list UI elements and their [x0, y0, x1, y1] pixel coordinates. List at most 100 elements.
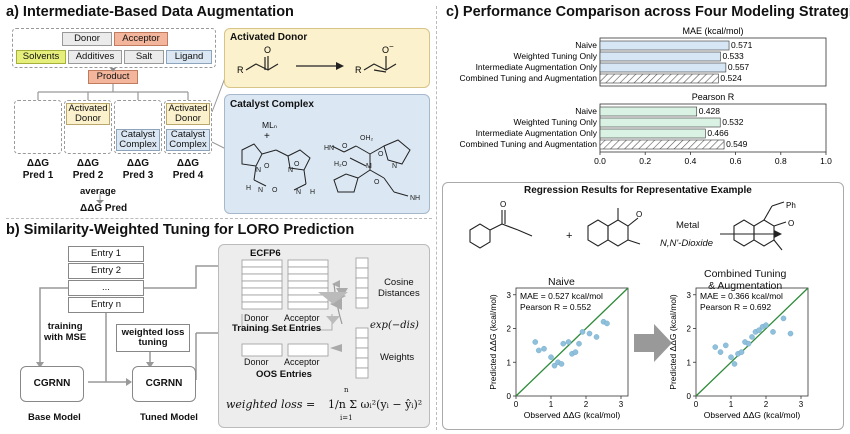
regression-reaction-scheme: O O Ph O — [469, 200, 796, 251]
additives-box: Additives — [68, 50, 122, 64]
svg-text:−: − — [389, 42, 394, 51]
bar-value-label-1-0: 0.428 — [699, 106, 721, 116]
metal-label: MLₙ — [262, 120, 278, 130]
bar-1-2 — [599, 128, 706, 139]
scatter-point-0-8 — [565, 339, 572, 345]
training-label: training with MSE — [44, 321, 87, 343]
scatter-point-0-4 — [551, 362, 558, 369]
svg-text:H: H — [310, 189, 315, 196]
plot-title-combined: Combined Tuning & Augmentation — [704, 268, 787, 293]
ecfp-acceptor-2: Acceptor — [284, 357, 320, 367]
scatter-point-0-0 — [532, 339, 539, 345]
weights-label: Weights — [380, 352, 415, 363]
scatter-point-0-11 — [576, 340, 582, 347]
scatter-point-0-16 — [604, 320, 610, 327]
activated-donor-title: Activated Donor — [230, 32, 308, 43]
scatter-point-1-6 — [738, 349, 745, 355]
average-label: average — [80, 186, 116, 197]
scatter-point-1-3 — [728, 354, 734, 360]
scatter-point-0-6 — [558, 361, 565, 367]
scatter-ytick-label-0-2: 2 — [507, 325, 512, 334]
average-pred: ΔΔG Pred — [80, 203, 128, 214]
weighted-loss-formula-rhs: 1/n Σ ωᵢ²(yᵢ − ŷᵢ)² — [328, 398, 423, 411]
entry-1: Entry 1 — [68, 246, 144, 262]
comparison-arrow — [634, 324, 672, 362]
bar-xtick-label-5: 1.0 — [820, 156, 832, 166]
activated-donor-panel — [224, 28, 430, 88]
scatter-ytick-label-1-2: 2 — [687, 325, 692, 334]
activated-donor-box-4: Activated Donor — [166, 103, 210, 125]
svg-text:N: N — [258, 187, 263, 194]
bar-xtick-label-3: 0.6 — [730, 156, 742, 166]
activated-donor-box-2: Activated Donor — [66, 103, 110, 125]
svg-text:O: O — [500, 200, 506, 209]
scatter-xtick-label-1-0: 0 — [694, 400, 699, 409]
bar-chart-title-0: MAE (kcal/mol) — [682, 26, 743, 36]
svg-text:O: O — [378, 151, 384, 158]
scatter-ytick-label-0-3: 3 — [507, 291, 512, 300]
scatter-point-0-10 — [572, 349, 579, 355]
training-set-entries-label: Training Set Entries — [232, 323, 322, 334]
catalyst-complex-panel — [224, 94, 430, 214]
catalyst-complex-box-4: Catalyst Complex — [166, 129, 210, 151]
scatter-xtick-label-1-2: 2 — [764, 400, 769, 409]
scatter-point-1-11 — [756, 327, 762, 333]
column-2-group — [64, 100, 112, 154]
pred-4: ΔΔG Pred 4 — [172, 158, 204, 181]
salt-box: Salt — [124, 50, 164, 64]
scatter-xtick-label-0-2: 2 — [584, 400, 589, 409]
bar-value-label-1-1: 0.532 — [722, 117, 744, 127]
svg-text:R: R — [355, 65, 362, 75]
horizontal-divider — [6, 218, 432, 219]
sum-upper: n — [344, 386, 349, 394]
bar-0-0 — [599, 40, 730, 51]
cosine-distances-label: Cosine Distances — [378, 277, 420, 299]
panel-b-title: b) Similarity-Weighted Tuning for LORO P… — [6, 222, 355, 238]
svg-text:M: M — [366, 163, 372, 170]
entry-n: Entry n — [68, 297, 144, 313]
svg-text:O: O — [382, 45, 389, 55]
panel-a-tree-lines — [37, 68, 229, 204]
reaction-plus: + — [566, 230, 573, 242]
svg-text:O: O — [264, 45, 271, 55]
scatter-point-1-13 — [763, 322, 769, 328]
svg-text:O: O — [342, 143, 348, 150]
scatter-point-0-1 — [535, 347, 542, 354]
svg-text:O: O — [264, 163, 270, 170]
svg-text:R: R — [237, 65, 244, 75]
pred-2: ΔΔG Pred 2 — [72, 158, 104, 181]
bar-0-3 — [599, 73, 719, 84]
svg-text:O: O — [374, 179, 380, 186]
bar-category-label-1-0: Naive — [575, 106, 597, 116]
bar-category-label-0-2: Intermediate Augmentation Only — [476, 62, 598, 72]
scatter-point-1-0 — [712, 344, 719, 350]
bar-category-label-1-3: Combined Tuning and Augmentation — [459, 139, 597, 149]
activated-donor-structure: O R O − R — [237, 42, 397, 75]
weighted-loss-label: weighted loss tuning — [116, 324, 190, 352]
svg-text:O: O — [272, 187, 278, 194]
scatter-xtick-label-1-3: 3 — [799, 400, 804, 409]
bar-category-label-1-1: Weighted Tuning Only — [514, 117, 598, 127]
scatter-point-1-4 — [731, 361, 738, 367]
sum-lower: i=1 — [340, 414, 353, 422]
column-1-group — [14, 100, 62, 154]
donor-box: Donor — [62, 32, 112, 46]
bar-chart-frame-1 — [599, 103, 827, 153]
catalyst-plus: + — [264, 131, 270, 142]
acceptor-box: Acceptor — [114, 32, 168, 46]
scatter-pearson-0: Pearson R = 0.552 — [520, 302, 591, 312]
scatter-frame-1 — [695, 287, 809, 397]
scatter-point-1-14 — [770, 329, 776, 335]
column-4-group — [164, 100, 212, 154]
tuned-model-label: Tuned Model — [140, 412, 198, 423]
base-model-box: CGRNN — [20, 366, 84, 402]
catalyst-complex-title: Catalyst Complex — [230, 99, 314, 110]
scatter-point-1-16 — [787, 330, 794, 337]
bar-xtick-label-0: 0.0 — [594, 156, 606, 166]
bar-value-label-0-0: 0.571 — [731, 40, 753, 50]
reaction-ligand: N,N'-Dioxide — [660, 238, 714, 249]
svg-text:N: N — [256, 167, 261, 174]
scatter-ytick-label-0-1: 1 — [507, 358, 512, 367]
svg-text:OH₂: OH₂ — [360, 135, 374, 142]
scatter-point-1-2 — [722, 342, 729, 349]
